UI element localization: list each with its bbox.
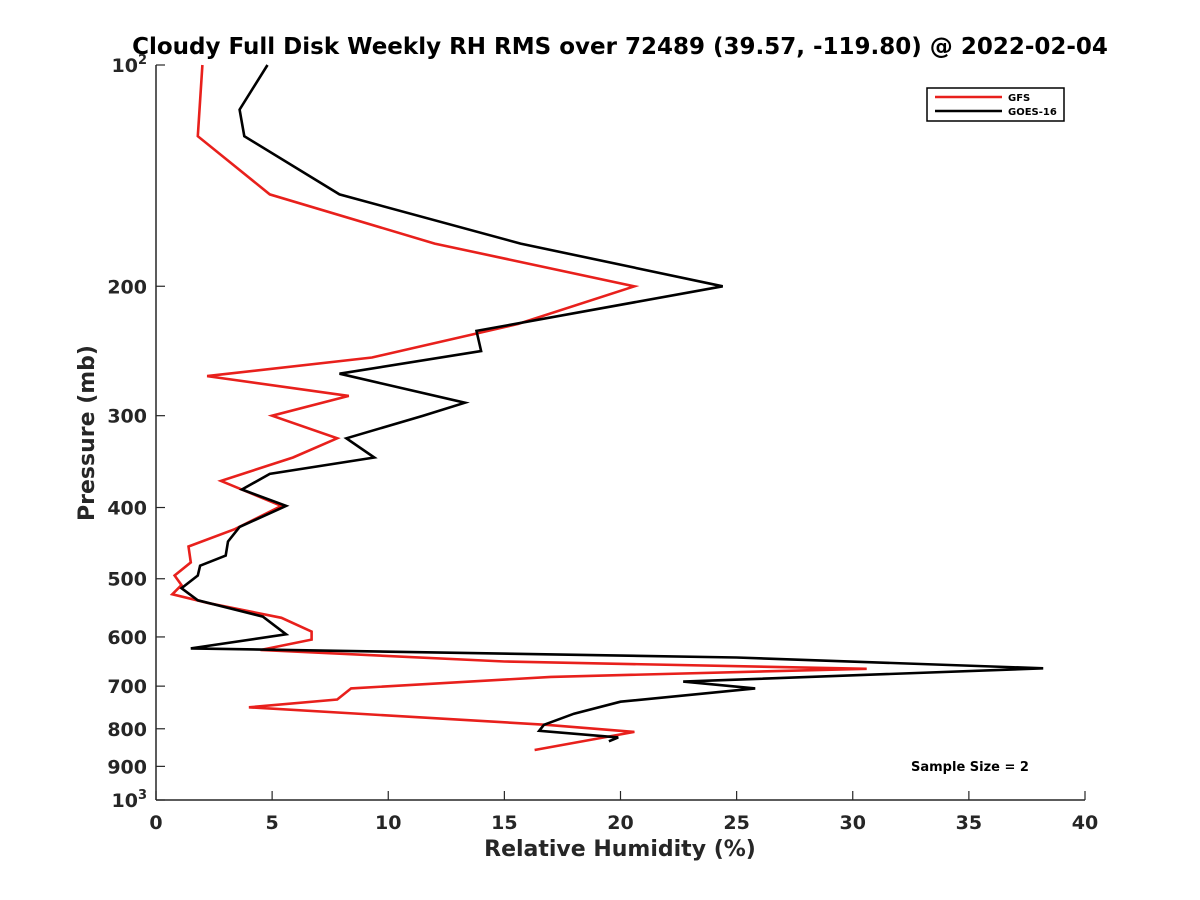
series-line-goes16 — [179, 64, 1044, 743]
y-tick-label: 300 — [107, 406, 147, 428]
legend: GFS GOES-16 — [926, 87, 1065, 122]
x-tick-label: 5 — [266, 812, 279, 834]
x-tick-label: 30 — [840, 812, 866, 834]
x-tick-label: 0 — [149, 812, 162, 834]
x-tick-label: 40 — [1072, 812, 1098, 834]
legend-label-gfs: GFS — [1008, 93, 1030, 104]
x-tick-label: 25 — [723, 812, 749, 834]
plot-axes — [155, 65, 1085, 801]
y-tick-label: 103 — [112, 788, 148, 812]
y-tick-label: 800 — [107, 719, 147, 741]
sample-size-annotation: Sample Size = 2 — [911, 760, 1029, 775]
series-layer — [169, 64, 1044, 752]
x-tick-label: 10 — [375, 812, 401, 834]
y-tick-label: 500 — [107, 569, 147, 591]
chart-title: Cloudy Full Disk Weekly RH RMS over 7248… — [132, 34, 1108, 60]
y-tick-label: 900 — [107, 756, 147, 778]
y-tick-label: 400 — [107, 498, 147, 520]
y-tick-label: 600 — [107, 627, 147, 649]
x-tick-label: 35 — [956, 812, 982, 834]
x-tick-label: 15 — [491, 812, 517, 834]
legend-label-goes16: GOES-16 — [1008, 107, 1057, 118]
legend-box — [926, 87, 1065, 122]
y-tick-label: 700 — [107, 676, 147, 698]
y-tick-label: 102 — [112, 53, 148, 77]
x-tick-label: 20 — [607, 812, 633, 834]
y-tick-label: 200 — [107, 276, 147, 298]
y-axis-label: Pressure (mb) — [75, 345, 100, 521]
x-axis-label: Relative Humidity (%) — [484, 837, 756, 862]
x-axis-ticks: 0 5 10 15 20 25 30 35 40 — [149, 791, 1098, 834]
series-line-gfs — [169, 64, 867, 752]
y-axis-ticks: 102 200 300 400 500 600 700 800 900 103 — [107, 53, 165, 812]
